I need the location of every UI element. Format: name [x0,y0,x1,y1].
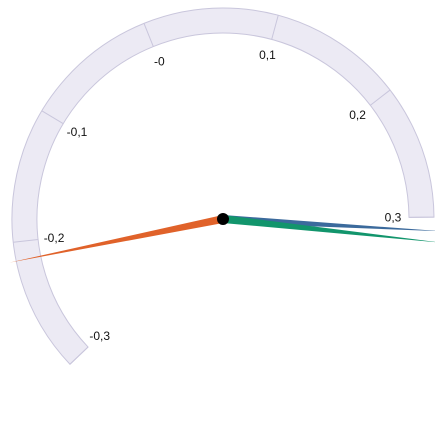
gauge-tick-label: 0,2 [349,108,366,122]
gauge-needles [9,215,435,263]
gauge-tick-label: -0,3 [89,329,110,343]
gauge-needle-1 [222,215,435,232]
gauge-band-arc [11,7,435,365]
gauge-tick-label: -0,2 [44,231,65,245]
gauge-needle-2 [222,215,435,243]
gauge-ticks [13,15,434,365]
gauge-tick [143,23,154,47]
gauge-tick-label: 0,3 [385,211,402,225]
gauge-hub [217,213,229,225]
gauge-band [11,7,435,365]
gauge-tick-label: -0 [154,54,165,68]
gauge-tick [41,110,64,125]
gauge-tick [13,239,39,243]
gauge-tick [271,15,279,40]
gauge-tick [369,89,391,106]
gauge-tick-label: -0,1 [67,125,88,139]
gauge-tick [69,346,89,365]
gauge-needle-3 [9,215,224,263]
gauge-tick-label: 0,1 [259,48,276,62]
gauge-tick-labels: -0,3 -0,2 -0,1 -0 0,1 0,2 0,3 [44,48,402,343]
